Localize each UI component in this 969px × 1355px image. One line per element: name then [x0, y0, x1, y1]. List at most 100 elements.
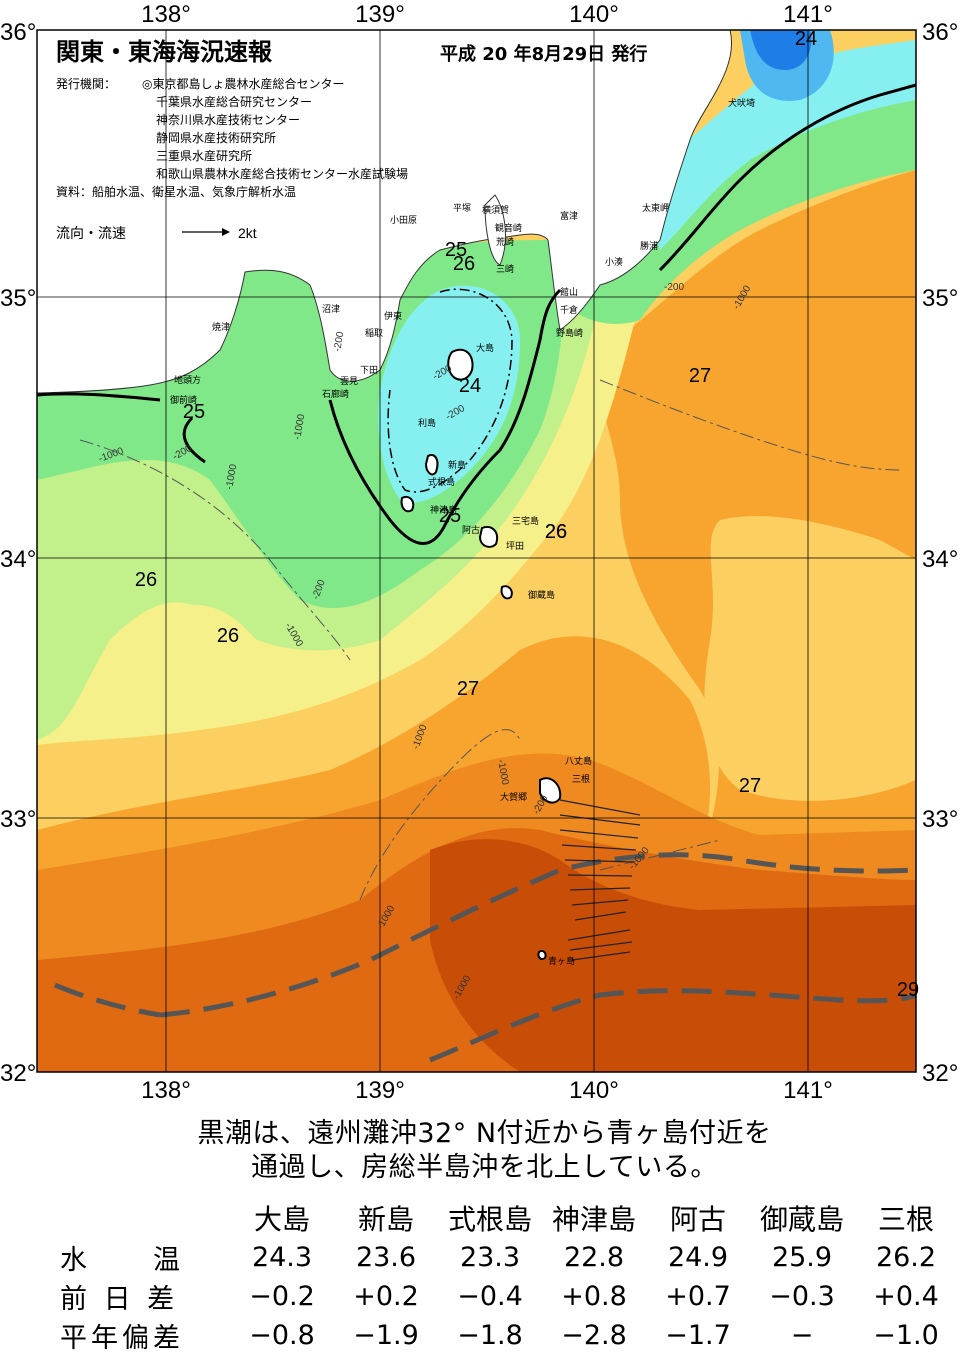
- publisher-item: 千葉県水産総合研究センター: [156, 94, 312, 109]
- table-cell: −: [790, 1320, 814, 1351]
- station-name: 三根: [877, 1203, 934, 1236]
- publisher-item: 静岡県水産技術研究所: [156, 130, 276, 145]
- table-cell: +0.7: [665, 1281, 731, 1312]
- lat-label-right: 35°: [922, 285, 958, 312]
- island-aogashima: [537, 949, 547, 961]
- sst-zone-29: [430, 839, 916, 1072]
- depth-contour-1000-b: [599, 379, 901, 471]
- lat-label-right: 32°: [922, 1060, 958, 1087]
- flow-legend-label: 流向・流速: [56, 226, 126, 242]
- table-cell: −1.0: [873, 1320, 939, 1351]
- row-label: 水 温: [60, 1245, 184, 1276]
- publisher-label: 発行機関：: [56, 76, 116, 91]
- island-hachijojima: [539, 777, 562, 804]
- table-cell: +0.8: [561, 1281, 627, 1312]
- station-name: 阿古: [669, 1203, 726, 1236]
- isotherm-24-boso: [658, 83, 917, 272]
- table-cell: 23.3: [459, 1242, 521, 1273]
- table-cell: 26.2: [875, 1242, 937, 1273]
- depth-label: -200: [664, 282, 684, 293]
- table-corner: [60, 1198, 230, 1238]
- place-label: 勝浦: [640, 240, 658, 252]
- place-label: 沼津: [322, 304, 340, 315]
- place-label: 小田原: [390, 215, 417, 226]
- isotherm-label: 27: [689, 365, 711, 387]
- table-cell: −1.7: [665, 1320, 731, 1351]
- data-sources: 資料：船舶水温、衛星水温、気象庁解析水温: [56, 184, 296, 199]
- lat-label-left: 34°: [0, 546, 36, 573]
- depth-label: -1000: [224, 463, 239, 491]
- island-niijima: [424, 454, 439, 476]
- kuroshio-axis-south: [54, 982, 161, 1018]
- place-label: 新島: [448, 459, 466, 471]
- place-label: 横須賀: [482, 204, 509, 216]
- table-cell: −0.2: [249, 1281, 315, 1312]
- table-cell: −1.9: [353, 1320, 419, 1351]
- table-cell: −0.4: [457, 1281, 523, 1312]
- summary-caption-line-1: 黒潮は、遠州灘沖32° N付近から青ヶ島付近を: [197, 1118, 772, 1149]
- place-label: 稲取: [365, 327, 383, 339]
- current-arrow: [571, 951, 631, 961]
- sst-zone-27-east-pocket: [704, 516, 916, 801]
- place-label: 観音崎: [495, 222, 522, 234]
- kuroshio-axis-north: [159, 852, 917, 1018]
- lat-label-left: 36°: [0, 19, 36, 46]
- lat-label-right: 33°: [922, 806, 958, 833]
- current-arrow: [567, 929, 631, 941]
- place-label: 荒崎: [496, 236, 514, 248]
- place-label: 八丈島: [565, 755, 592, 767]
- lat-label-right: 34°: [922, 546, 958, 573]
- island-kozushima: [400, 496, 415, 513]
- station-temperature-table: 大島 新島 式根島 神津島 阿古 御蔵島 三根 水 温 24.3 23.6 23…: [60, 1198, 958, 1355]
- table-row: 水 温 24.3 23.6 23.3 22.8 24.9 25.9 26.2: [60, 1238, 958, 1277]
- table-cell: +0.2: [353, 1281, 419, 1312]
- lon-label-top: 139°: [355, 1, 405, 28]
- place-label: 大島: [476, 342, 494, 354]
- table-cell: 25.9: [771, 1242, 833, 1273]
- publisher-item: 三重県水産研究所: [156, 148, 252, 163]
- place-label: 平塚: [453, 203, 471, 214]
- table-cell: 22.8: [563, 1242, 625, 1273]
- table-cell: −0.8: [249, 1320, 315, 1351]
- sea-surface-temperature-map: 138° 139° 140° 141° 138° 139° 140° 141° …: [0, 1, 958, 1100]
- place-label: 利島: [418, 417, 436, 429]
- isotherm-label: 27: [739, 775, 761, 797]
- place-label: 三根: [572, 773, 590, 785]
- lat-label-left: 35°: [0, 285, 36, 312]
- isotherm-label: 25: [439, 505, 461, 527]
- island-mikurajima: [500, 585, 513, 600]
- isotherm-label: 24: [795, 28, 817, 50]
- depth-contour-1000-a: [79, 439, 351, 661]
- isotherm-25-hook: [182, 416, 206, 464]
- depth-label: -200: [332, 330, 346, 352]
- current-arrow: [567, 874, 633, 877]
- station-name: 神津島: [551, 1203, 636, 1236]
- place-label: 大賀郷: [500, 791, 527, 803]
- station-name: 新島: [357, 1203, 414, 1236]
- graticule: [37, 30, 916, 1072]
- place-label: 焼津: [212, 322, 230, 333]
- current-arrow: [569, 887, 631, 891]
- land-miura: [484, 194, 506, 266]
- station-name: 大島: [253, 1203, 310, 1236]
- table-cell: −0.3: [769, 1281, 835, 1312]
- flow-legend-arrow: [182, 228, 230, 236]
- place-label: 千倉: [560, 304, 578, 316]
- isotherm-label: 24: [459, 375, 481, 397]
- current-arrow: [561, 844, 637, 851]
- kuroshio-axis-lower: [429, 988, 918, 1063]
- map-frame: [36, 29, 917, 1073]
- lon-label-top: 138°: [141, 1, 191, 28]
- current-vectors: [559, 799, 641, 961]
- isotherm-label: 26: [135, 569, 157, 591]
- publisher-item: ◎東京都島しょ農林水産総合センター: [142, 76, 344, 91]
- isotherm-label: 26: [217, 625, 239, 647]
- table-cell: 23.6: [355, 1242, 417, 1273]
- publisher-item: 神奈川県水産技術センター: [156, 112, 300, 127]
- isotherm-label: 26: [545, 521, 567, 543]
- current-arrow: [564, 859, 635, 863]
- place-label: 御蔵島: [528, 589, 555, 601]
- sst-zone-26-pocket: [80, 604, 280, 730]
- sst-zone-22: [750, 30, 812, 70]
- current-arrow: [571, 899, 629, 906]
